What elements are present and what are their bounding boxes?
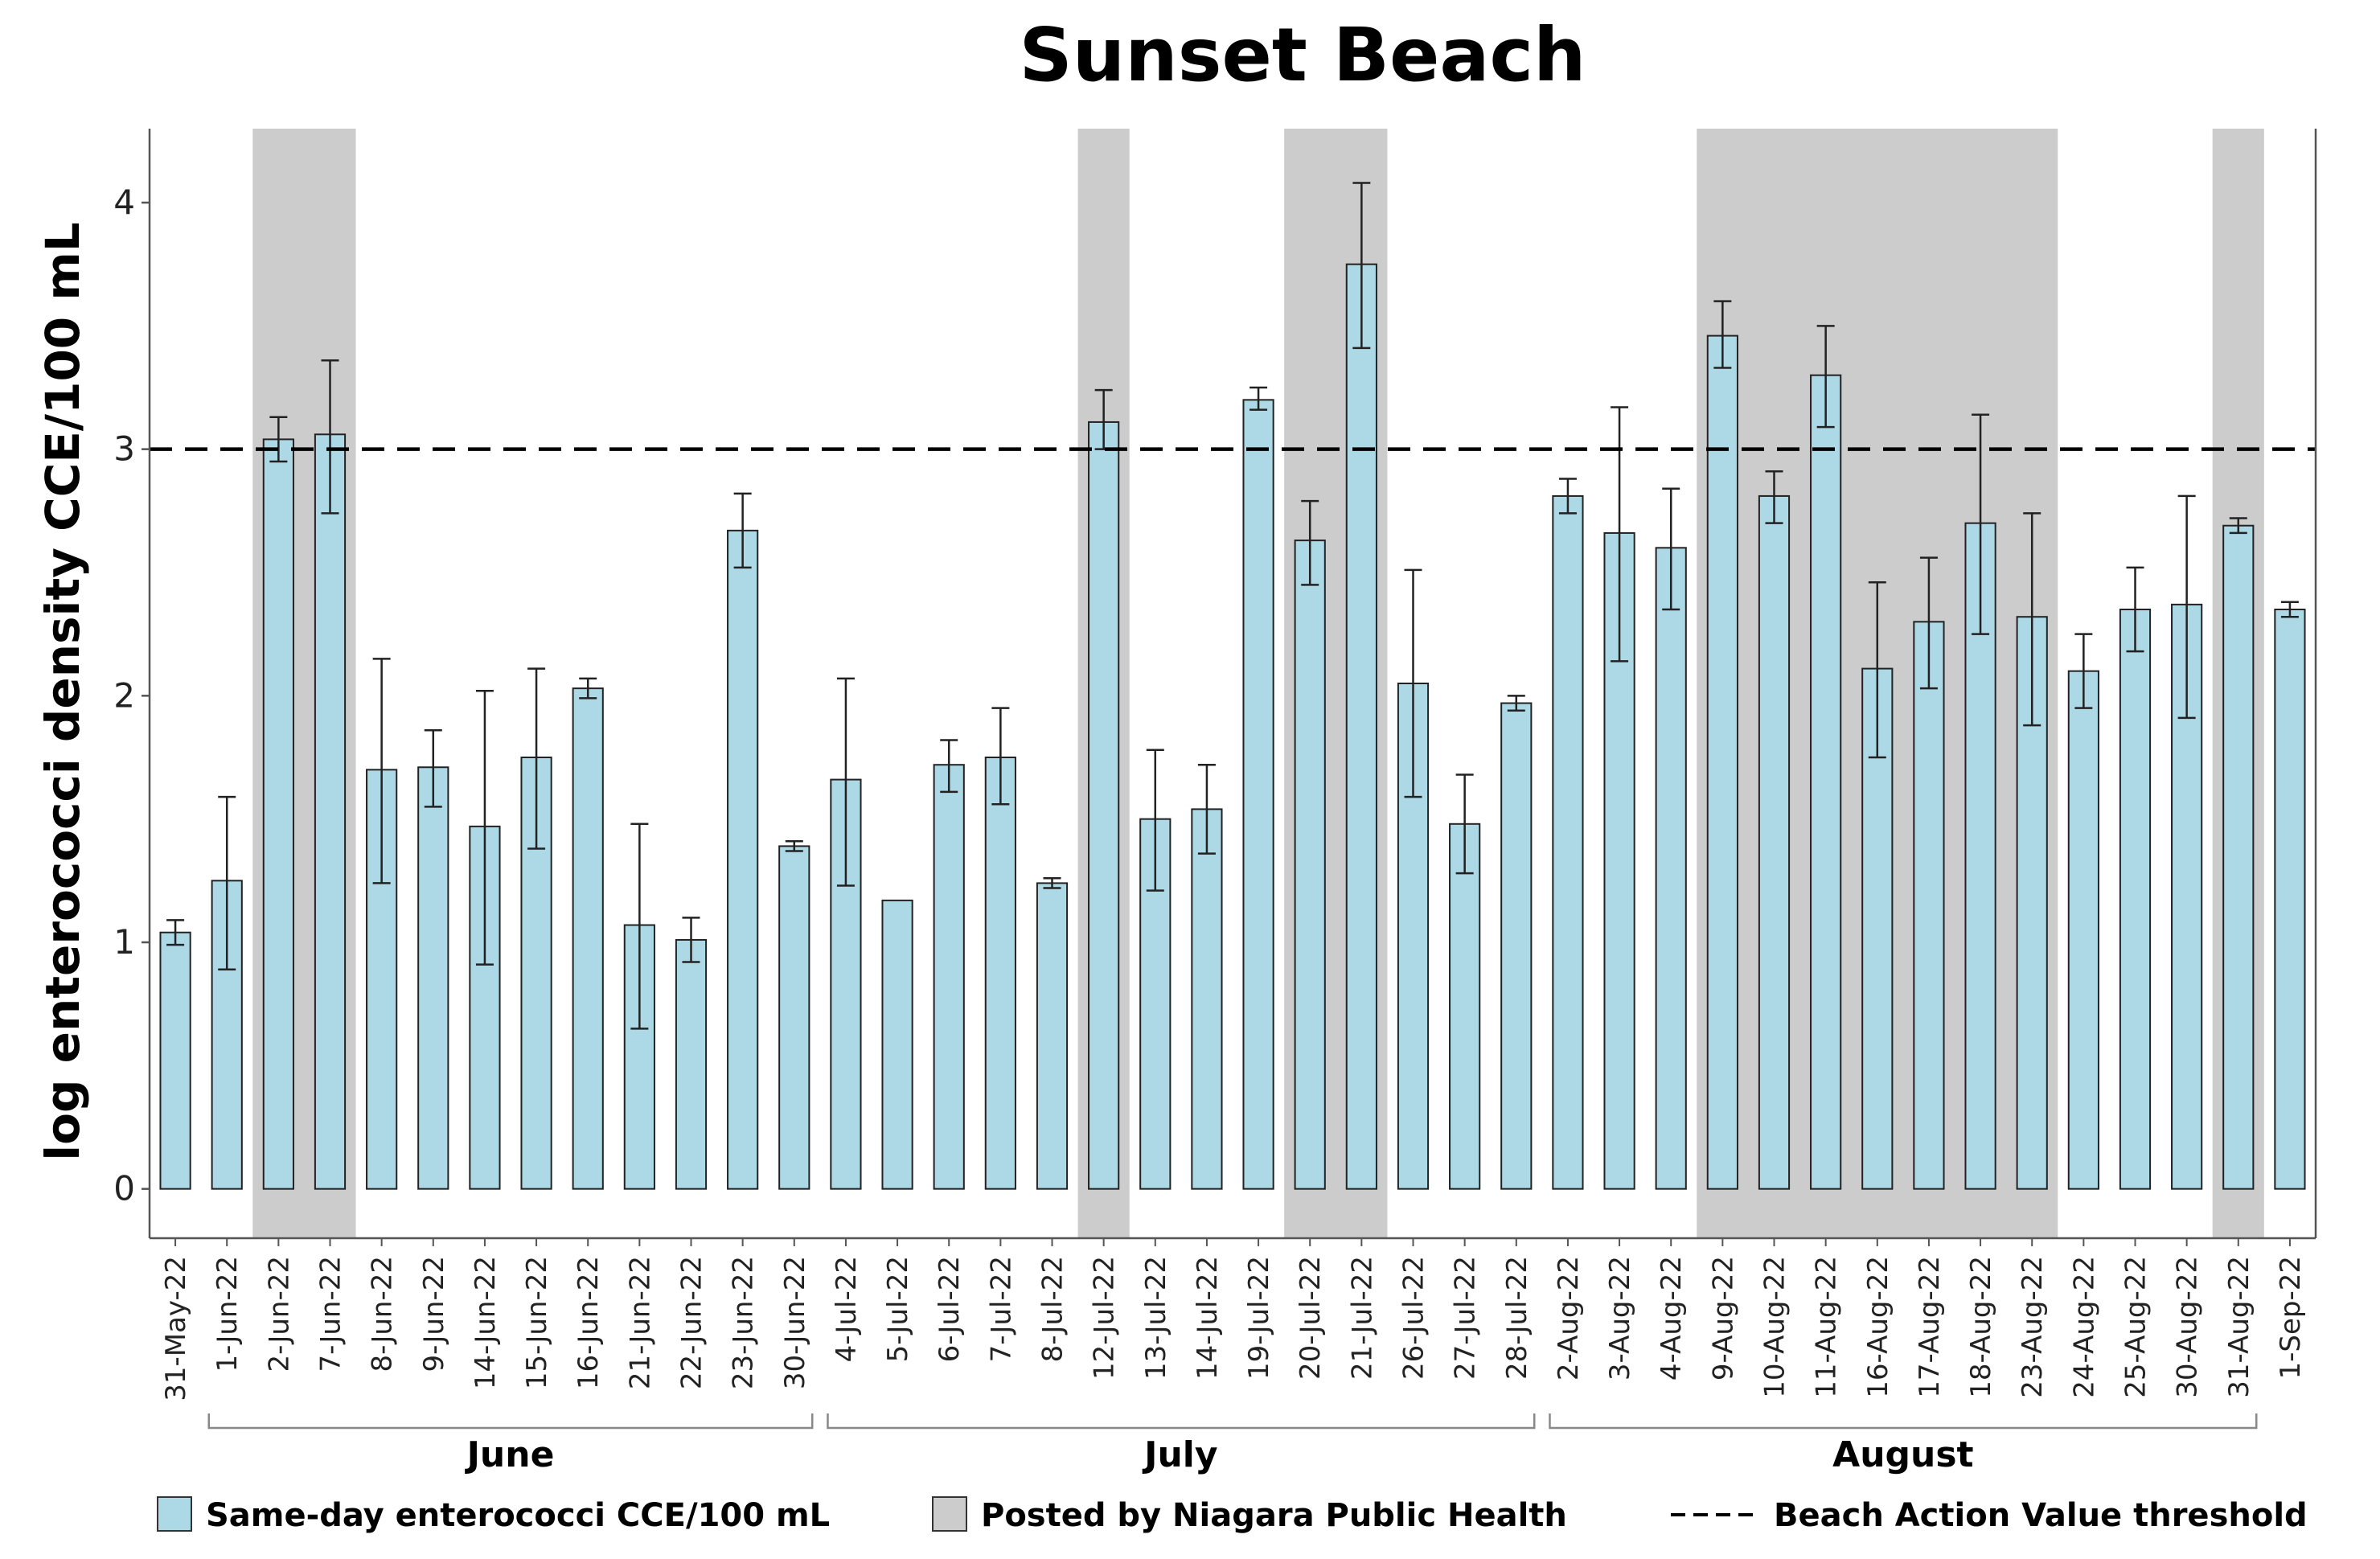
- bar-5-Jul-22: [881, 899, 913, 1190]
- month-bracket-June: [207, 1413, 814, 1430]
- x-tick-label-28-Jul-22: 28-Jul-22: [1501, 1256, 1533, 1380]
- bar-31-May-22: [159, 931, 191, 1190]
- bar-20-Jul-22: [1294, 539, 1326, 1190]
- y-tick-label-1: 1: [113, 922, 135, 962]
- month-label-June: June: [465, 1434, 555, 1475]
- legend: Same-day enterococci CCE/100 mL Posted b…: [157, 1496, 2308, 1534]
- x-tick-label-1-Sep-22: 1-Sep-22: [2275, 1256, 2307, 1380]
- bar-22-Jun-22: [675, 938, 708, 1190]
- x-tick-label-4-Aug-22: 4-Aug-22: [1656, 1256, 1688, 1381]
- bar-12-Jul-22: [1088, 421, 1120, 1190]
- month-label-August: August: [1832, 1434, 1973, 1475]
- x-tick-label-16-Aug-22: 16-Aug-22: [1862, 1256, 1894, 1398]
- x-tick-labels: 31-May-22 1-Jun-22 2-Jun-22 7-Jun-22 8-Jun-2…: [160, 1238, 2307, 1401]
- bar-23-Jun-22: [727, 529, 759, 1190]
- bar-25-Aug-22: [2119, 609, 2152, 1190]
- x-tick-label-22-Jun-22: 22-Jun-22: [676, 1256, 708, 1389]
- legend-bars-label: Same-day enterococci CCE/100 mL: [206, 1497, 830, 1534]
- y-tick-label-4: 4: [113, 183, 135, 222]
- y-tick-label-3: 3: [113, 429, 135, 469]
- bar-30-Jun-22: [778, 845, 810, 1190]
- x-tick-label-14-Jun-22: 14-Jun-22: [470, 1256, 502, 1389]
- bar-27-Jul-22: [1449, 823, 1481, 1190]
- x-tick-label-10-Aug-22: 10-Aug-22: [1759, 1256, 1791, 1398]
- bar-10-Aug-22: [1758, 494, 1791, 1190]
- x-tick-label-31-Aug-22: 31-Aug-22: [2223, 1256, 2255, 1398]
- x-tick-label-21-Jun-22: 21-Jun-22: [624, 1256, 656, 1389]
- x-tick-label-9-Jun-22: 9-Jun-22: [418, 1256, 450, 1372]
- month-label-July: July: [1142, 1434, 1217, 1475]
- x-tick-label-23-Jun-22: 23-Jun-22: [728, 1256, 760, 1389]
- x-tick-label-26-Jul-22: 26-Jul-22: [1398, 1256, 1430, 1380]
- legend-posted-swatch: [932, 1496, 967, 1532]
- x-tick-label-19-Jul-22: 19-Jul-22: [1243, 1256, 1275, 1380]
- x-tick-label-20-Jul-22: 20-Jul-22: [1295, 1256, 1327, 1380]
- bar-7-Jun-22: [314, 433, 347, 1190]
- bar-8-Jul-22: [1036, 882, 1069, 1190]
- x-tick-label-8-Jul-22: 8-Jul-22: [1037, 1256, 1069, 1362]
- x-tick-label-31-May-22: 31-May-22: [160, 1256, 192, 1401]
- bar-11-Aug-22: [1810, 374, 1842, 1190]
- x-tick-label-3-Aug-22: 3-Aug-22: [1604, 1256, 1636, 1381]
- bar-6-Jul-22: [933, 764, 965, 1190]
- x-tick-label-7-Jul-22: 7-Jul-22: [985, 1256, 1017, 1362]
- x-tick-label-30-Jun-22: 30-Jun-22: [779, 1256, 811, 1389]
- x-tick-label-27-Jul-22: 27-Jul-22: [1450, 1256, 1482, 1380]
- x-tick-label-13-Jul-22: 13-Jul-22: [1140, 1256, 1172, 1380]
- x-tick-label-8-Jun-22: 8-Jun-22: [367, 1256, 399, 1372]
- bar-7-Jul-22: [984, 757, 1016, 1190]
- x-tick-label-6-Jul-22: 6-Jul-22: [934, 1256, 966, 1362]
- x-tick-label-23-Aug-22: 23-Aug-22: [2017, 1256, 2049, 1398]
- x-tick-label-18-Aug-22: 18-Aug-22: [1965, 1256, 1997, 1398]
- bars-layer: [159, 182, 2306, 1190]
- chart-title: Sunset Beach: [1019, 12, 1586, 98]
- bar-24-Aug-22: [2067, 670, 2099, 1190]
- month-groups: June July August: [207, 1413, 2258, 1475]
- x-tick-label-17-Aug-22: 17-Aug-22: [1914, 1256, 1946, 1398]
- x-tick-label-12-Jul-22: 12-Jul-22: [1089, 1256, 1121, 1380]
- x-tick-label-9-Aug-22: 9-Aug-22: [1707, 1256, 1739, 1381]
- bar-2-Jun-22: [262, 438, 294, 1190]
- bar-14-Jul-22: [1191, 808, 1223, 1190]
- x-tick-label-5-Jul-22: 5-Jul-22: [882, 1256, 914, 1362]
- legend-bar-swatch: [157, 1496, 192, 1532]
- bar-4-Aug-22: [1655, 547, 1687, 1190]
- x-tick-label-2-Jun-22: 2-Jun-22: [263, 1256, 295, 1372]
- month-bracket-July: [827, 1413, 1536, 1430]
- bar-19-Jul-22: [1242, 399, 1274, 1190]
- x-tick-label-15-Jun-22: 15-Jun-22: [521, 1256, 553, 1389]
- y-tick-label-2: 2: [113, 675, 135, 715]
- legend-posted-label: Posted by Niagara Public Health: [981, 1497, 1567, 1534]
- axis-layer: 0 1 2 3 4: [113, 129, 2317, 1240]
- legend-threshold-label: Beach Action Value threshold: [1774, 1497, 2308, 1534]
- y-axis-label: log enterococci density CCE/100 mL: [35, 222, 90, 1161]
- bar-31-Aug-22: [2222, 524, 2255, 1190]
- x-tick-label-2-Aug-22: 2-Aug-22: [1553, 1256, 1585, 1381]
- x-tick-label-24-Aug-22: 24-Aug-22: [2068, 1256, 2100, 1398]
- x-tick-label-1-Jun-22: 1-Jun-22: [211, 1256, 244, 1372]
- bar-2-Aug-22: [1552, 494, 1584, 1190]
- bar-1-Sep-22: [2274, 609, 2306, 1190]
- x-tick-label-14-Jul-22: 14-Jul-22: [1192, 1256, 1224, 1380]
- bar-16-Jun-22: [572, 687, 604, 1190]
- bar-9-Jun-22: [417, 766, 449, 1190]
- x-tick-label-16-Jun-22: 16-Jun-22: [572, 1256, 605, 1389]
- bar-28-Jul-22: [1500, 702, 1533, 1190]
- month-bracket-August: [1549, 1413, 2258, 1430]
- x-tick-label-4-Jul-22: 4-Jul-22: [831, 1256, 863, 1362]
- x-tick-label-11-Aug-22: 11-Aug-22: [1811, 1256, 1843, 1398]
- bar-21-Jul-22: [1345, 263, 1377, 1190]
- bar-9-Aug-22: [1706, 334, 1738, 1190]
- x-tick-label-7-Jun-22: 7-Jun-22: [315, 1256, 347, 1372]
- x-tick-label-25-Aug-22: 25-Aug-22: [2120, 1256, 2152, 1398]
- x-tick-label-30-Aug-22: 30-Aug-22: [2172, 1256, 2204, 1398]
- y-tick-label-0: 0: [113, 1169, 135, 1208]
- x-tick-label-21-Jul-22: 21-Jul-22: [1346, 1256, 1378, 1380]
- bar-17-Aug-22: [1913, 621, 1945, 1190]
